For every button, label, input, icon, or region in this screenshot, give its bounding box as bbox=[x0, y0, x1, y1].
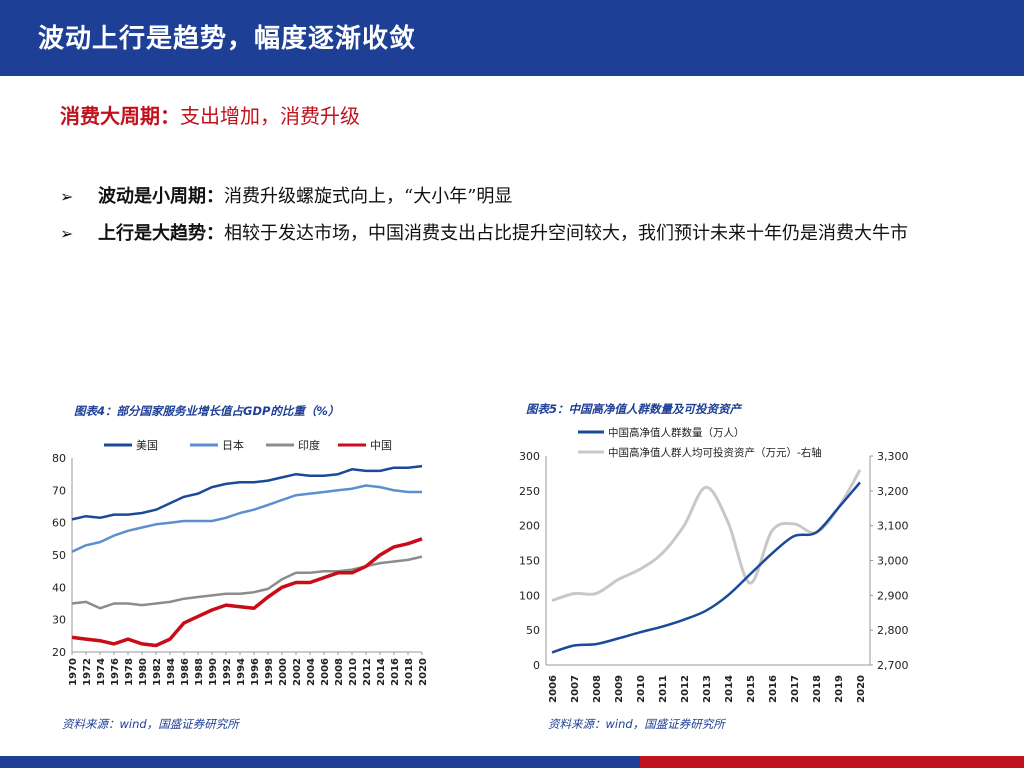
bullet-text: 消费升级螺旋式向上，“大小年”明显 bbox=[224, 186, 513, 207]
bullet-list: ➢ 波动是小周期：消费升级螺旋式向上，“大小年”明显 ➢ 上行是大趋势：相较于发… bbox=[60, 182, 980, 256]
chart2-right-tick-label: 2,800 bbox=[877, 624, 909, 637]
chart2-left-tick-label: 0 bbox=[533, 659, 540, 672]
chart2-right-tick-label: 2,900 bbox=[877, 589, 909, 602]
chart2-left-tick-label: 50 bbox=[526, 624, 540, 637]
chart2-right-tick-label: 3,200 bbox=[877, 485, 909, 498]
subtitle-rest: 支出增加，消费升级 bbox=[180, 104, 360, 128]
chart1-y-tick-label: 20 bbox=[52, 646, 66, 659]
bullet-text: 相较于发达市场，中国消费支出占比提升空间较大，我们预计未来十年仍是消费大牛市 bbox=[224, 223, 908, 244]
page-title: 波动上行是趋势，幅度逐渐收敛 bbox=[38, 24, 417, 54]
chart1-x-tick-label: 2014 bbox=[376, 658, 387, 686]
chart2-x-tick-label: 2016 bbox=[768, 675, 779, 703]
chart2-legend-label: 中国高净值人群人均可投资资产（万元）-右轴 bbox=[608, 446, 822, 459]
chart1-series-line bbox=[71, 484, 422, 553]
chart1-x-tick-label: 1996 bbox=[250, 658, 261, 686]
bullet-item: ➢ 上行是大趋势：相较于发达市场，中国消费支出占比提升空间较大，我们预计未来十年… bbox=[60, 219, 980, 248]
chart1-legend-label: 美国 bbox=[136, 439, 158, 452]
chart2-left-tick-label: 200 bbox=[519, 520, 540, 533]
chart1-y-tick-label: 80 bbox=[52, 452, 66, 465]
chart1-x-tick-label: 1986 bbox=[180, 658, 191, 686]
bullet-lead: 上行是大趋势： bbox=[98, 223, 224, 244]
chart1-x-tick-label: 1972 bbox=[82, 658, 93, 686]
chart1-legend-label: 日本 bbox=[222, 438, 244, 452]
bullet-item: ➢ 波动是小周期：消费升级螺旋式向上，“大小年”明显 bbox=[60, 182, 980, 211]
chart1-x-tick-label: 2006 bbox=[320, 658, 331, 686]
chart2-x-tick-label: 2018 bbox=[812, 675, 823, 703]
footer-bar-red bbox=[640, 756, 1024, 768]
chart2-title: 图表5：中国高净值人群数量及可投资资产 bbox=[526, 402, 741, 416]
subtitle-lead: 消费大周期： bbox=[60, 104, 180, 128]
chart2-left-tick-label: 300 bbox=[519, 450, 540, 463]
chart2-x-tick-label: 2019 bbox=[834, 675, 845, 703]
chart1-x-tick-label: 2018 bbox=[404, 658, 415, 686]
chart2-x-tick-label: 2006 bbox=[548, 675, 559, 703]
chart2-x-tick-label: 2011 bbox=[658, 675, 669, 703]
chart2-legend-label: 中国高净值人群数量（万人） bbox=[608, 426, 745, 439]
chart2-right-tick-label: 3,100 bbox=[877, 520, 909, 533]
chart1-x-tick-label: 1970 bbox=[68, 658, 79, 686]
chart2-x-tick-label: 2008 bbox=[592, 675, 603, 703]
chart1-x-tick-label: 1974 bbox=[96, 658, 107, 686]
chart1-y-tick-label: 30 bbox=[52, 614, 66, 627]
chart1-source: 资料来源：wind，国盛证券研究所 bbox=[62, 717, 239, 731]
chart2: 0 50 100 150 200 250 300 2,700 2,800 2,900 3,000 3,… bbox=[519, 426, 909, 703]
chart1-x-tick-label: 2020 bbox=[418, 658, 429, 686]
chart1-x-tick-label: 1976 bbox=[110, 658, 121, 686]
chart2-series-line-assets bbox=[551, 469, 862, 602]
chart1-y-tick-label: 60 bbox=[52, 517, 66, 530]
chart2-x-tick-label: 2013 bbox=[702, 675, 713, 703]
chart1-x-tick-label: 2008 bbox=[334, 658, 345, 686]
chart1-x-tick-label: 2012 bbox=[362, 658, 373, 686]
chart1-title: 图表4：部分国家服务业增长值占GDP的比重（%） bbox=[74, 404, 340, 418]
chart2-source: 资料来源：wind，国盛证券研究所 bbox=[548, 717, 725, 731]
chart2-x-tick-label: 2014 bbox=[724, 675, 735, 703]
bullet-lead: 波动是小周期： bbox=[98, 186, 224, 207]
arrow-bullet-icon: ➢ bbox=[60, 187, 74, 206]
chart1-x-tick-label: 2002 bbox=[292, 658, 303, 686]
chart1-x-tick-label: 2004 bbox=[306, 658, 317, 686]
arrow-bullet-icon: ➢ bbox=[60, 224, 74, 243]
chart1-x-tick-label: 2000 bbox=[278, 658, 289, 686]
chart2-x-tick-label: 2007 bbox=[570, 675, 581, 703]
chart1-x-tick-label: 1988 bbox=[194, 658, 205, 686]
chart2-x-tick-label: 2010 bbox=[636, 675, 647, 703]
header-bar: 波动上行是趋势，幅度逐渐收敛 bbox=[0, 0, 1024, 76]
chart1-x-tick-label: 1984 bbox=[166, 658, 177, 686]
chart1-y-tick-label: 50 bbox=[52, 549, 66, 562]
chart2-x-tick-label: 2012 bbox=[680, 675, 691, 703]
chart1-y-tick-label: 70 bbox=[52, 484, 66, 497]
chart2-left-tick-label: 100 bbox=[519, 589, 540, 602]
chart1-x-tick-label: 1994 bbox=[236, 658, 247, 686]
chart2-x-tick-label: 2015 bbox=[746, 675, 757, 703]
footer-bar-blue bbox=[0, 756, 640, 768]
chart1-y-tick-label: 40 bbox=[52, 581, 66, 594]
chart1-x-tick-label: 1978 bbox=[124, 658, 135, 686]
chart2-left-tick-label: 150 bbox=[519, 555, 540, 568]
chart1-legend-label: 印度 bbox=[298, 438, 320, 452]
chart2-x-tick-label: 2017 bbox=[790, 675, 801, 703]
chart2-x-tick-label: 2009 bbox=[614, 675, 625, 703]
chart1-x-tick-label: 1982 bbox=[152, 658, 163, 686]
chart1-legend-label: 中国 bbox=[370, 439, 392, 452]
chart1-x-tick-label: 2010 bbox=[348, 658, 359, 686]
chart1-x-tick-label: 1980 bbox=[138, 658, 149, 686]
chart2-left-tick-label: 250 bbox=[519, 485, 540, 498]
chart1-series-line bbox=[71, 464, 423, 521]
chart2-x-tick-label: 2020 bbox=[856, 675, 867, 703]
chart1-x-tick-label: 2016 bbox=[390, 658, 401, 686]
chart1-x-tick-label: 1990 bbox=[208, 658, 219, 686]
chart2-right-tick-label: 2,700 bbox=[877, 659, 909, 672]
chart1-x-tick-label: 1992 bbox=[222, 658, 233, 686]
chart2-right-tick-label: 3,000 bbox=[877, 555, 909, 568]
chart2-series-line-count bbox=[551, 481, 861, 654]
chart2-right-tick-label: 3,300 bbox=[877, 450, 909, 463]
chart1-x-tick-label: 1998 bbox=[264, 658, 275, 686]
section-subtitle: 消费大周期：支出增加，消费升级 bbox=[60, 100, 360, 129]
chart1-series-line bbox=[71, 537, 423, 648]
